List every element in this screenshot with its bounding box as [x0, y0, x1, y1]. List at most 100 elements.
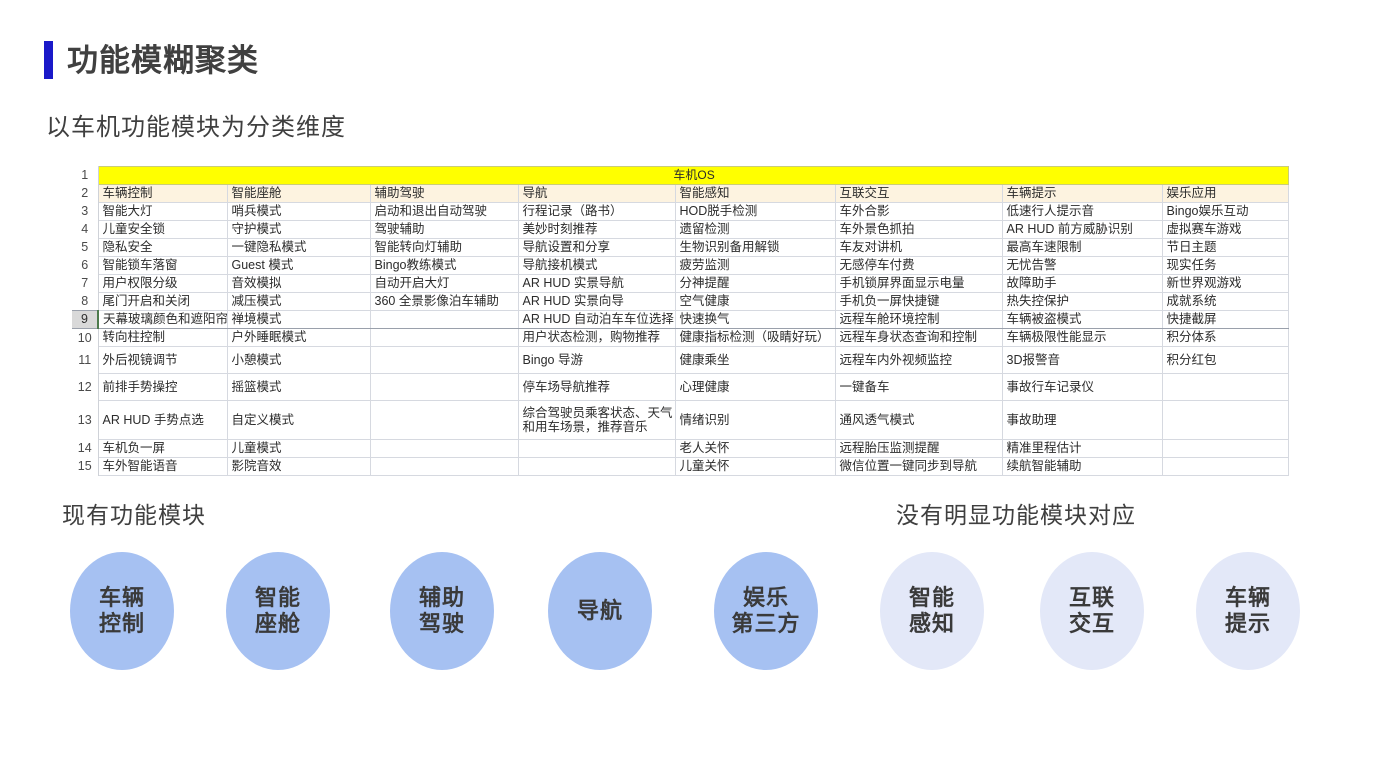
- table-cell[interactable]: [1161, 439, 1289, 458]
- table-cell[interactable]: 节日主题: [1161, 238, 1289, 257]
- table-cell[interactable]: 情绪识别: [674, 400, 836, 440]
- row-number[interactable]: 15: [72, 457, 99, 476]
- table-cell[interactable]: 手机负一屏快捷键: [834, 292, 1003, 311]
- table-row[interactable]: 3 智能大灯 哨兵模式 启动和退出自动驾驶 行程记录（路书） HOD脱手检测 车外合影 低速行…: [72, 202, 1289, 221]
- table-cell[interactable]: [369, 439, 519, 458]
- row-number[interactable]: 3: [72, 202, 99, 221]
- row-number[interactable]: 5: [72, 238, 99, 257]
- header-row[interactable]: 2 车辆控制 智能座舱 辅助驾驶 导航 智能感知 互联交互 车辆提示 娱乐应用: [72, 184, 1289, 203]
- table-cell[interactable]: 儿童关怀: [674, 457, 836, 476]
- banner-cell[interactable]: 车机OS: [97, 166, 1289, 185]
- cluster-bubble[interactable]: 智能 感知: [880, 552, 984, 670]
- table-cell[interactable]: 用户权限分级: [97, 274, 228, 293]
- table-row[interactable]: 6 智能锁车落窗 Guest 模式 Bingo教练模式 导航接机模式 疲劳监测 无感停车付费…: [72, 256, 1289, 275]
- table-cell[interactable]: 通风透气模式: [834, 400, 1003, 440]
- table-cell[interactable]: 热失控保护: [1001, 292, 1163, 311]
- table-cell[interactable]: [369, 457, 519, 476]
- banner-row[interactable]: 1 车机OS: [72, 166, 1289, 185]
- table-row[interactable]: 10 转向柱控制 户外睡眠模式 用户状态检测，购物推荐 健康指标检测（吸睛好玩） 远程车身…: [72, 328, 1289, 347]
- table-cell[interactable]: [517, 439, 676, 458]
- table-cell[interactable]: 车辆被盗模式: [1001, 310, 1163, 329]
- table-cell[interactable]: [517, 457, 676, 476]
- table-cell[interactable]: 3D报警音: [1001, 346, 1163, 374]
- table-cell[interactable]: 外后视镜调节: [97, 346, 228, 374]
- row-number[interactable]: 7: [72, 274, 99, 293]
- table-cell[interactable]: 快速换气: [674, 310, 836, 329]
- cluster-bubble[interactable]: 互联 交互: [1040, 552, 1144, 670]
- table-cell[interactable]: AR HUD 自动泊车车位选择: [517, 310, 676, 329]
- table-cell[interactable]: 导航接机模式: [517, 256, 676, 275]
- table-cell[interactable]: HOD脱手检测: [674, 202, 836, 221]
- table-cell[interactable]: 最高车速限制: [1001, 238, 1163, 257]
- table-cell[interactable]: 减压模式: [226, 292, 371, 311]
- table-cell[interactable]: 积分体系: [1161, 328, 1289, 347]
- table-row[interactable]: 13 AR HUD 手势点选 自定义模式 综合驾驶员乘客状态、天气和用车场景，推荐音乐…: [72, 400, 1289, 440]
- table-cell[interactable]: 户外睡眠模式: [226, 328, 371, 347]
- table-cell[interactable]: 摇篮模式: [226, 373, 371, 401]
- table-cell[interactable]: 远程车身状态查询和控制: [834, 328, 1003, 347]
- row-number[interactable]: 1: [72, 166, 99, 185]
- table-cell[interactable]: 远程车内外视频监控: [834, 346, 1003, 374]
- table-cell[interactable]: 分神提醒: [674, 274, 836, 293]
- row-number[interactable]: 8: [72, 292, 99, 311]
- table-cell[interactable]: 综合驾驶员乘客状态、天气和用车场景，推荐音乐: [517, 400, 676, 440]
- row-number[interactable]: 12: [72, 373, 99, 401]
- spreadsheet[interactable]: 1 车机OS 2 车辆控制 智能座舱 辅助驾驶 导航 智能感知 互联交互 车辆提…: [72, 166, 1289, 476]
- table-cell[interactable]: 小憩模式: [226, 346, 371, 374]
- table-cell[interactable]: AR HUD 实景向导: [517, 292, 676, 311]
- table-cell[interactable]: 远程胎压监测提醒: [834, 439, 1003, 458]
- table-cell[interactable]: 停车场导航推荐: [517, 373, 676, 401]
- table-row[interactable]: 9 天幕玻璃颜色和遮阳帘 禅境模式 AR HUD 自动泊车车位选择 快速换气 远程车舱环境…: [72, 310, 1289, 329]
- table-cell[interactable]: 续航智能辅助: [1001, 457, 1163, 476]
- column-header-entertainment-apps[interactable]: 娱乐应用: [1161, 184, 1289, 203]
- table-cell[interactable]: 一键隐私模式: [226, 238, 371, 257]
- cluster-bubble[interactable]: 辅助 驾驶: [390, 552, 494, 670]
- table-row[interactable]: 14 车机负一屏 儿童模式 老人关怀 远程胎压监测提醒 精准里程估计: [72, 439, 1289, 458]
- cluster-bubble[interactable]: 车辆 提示: [1196, 552, 1300, 670]
- table-cell[interactable]: 远程车舱环境控制: [834, 310, 1003, 329]
- table-cell[interactable]: Bingo 导游: [517, 346, 676, 374]
- table-cell[interactable]: 空气健康: [674, 292, 836, 311]
- function-matrix-table[interactable]: 1 车机OS 2 车辆控制 智能座舱 辅助驾驶 导航 智能感知 互联交互 车辆提…: [72, 166, 1289, 476]
- table-cell[interactable]: 影院音效: [226, 457, 371, 476]
- table-cell[interactable]: Guest 模式: [226, 256, 371, 275]
- row-number[interactable]: 2: [72, 184, 99, 203]
- table-cell[interactable]: 美妙时刻推荐: [517, 220, 676, 239]
- table-cell[interactable]: 车外智能语音: [97, 457, 228, 476]
- table-cell[interactable]: [369, 310, 519, 329]
- row-number[interactable]: 6: [72, 256, 99, 275]
- table-cell[interactable]: 禅境模式: [226, 310, 371, 329]
- table-cell[interactable]: 隐私安全: [97, 238, 228, 257]
- table-cell[interactable]: 健康指标检测（吸睛好玩）: [674, 328, 836, 347]
- column-header-assisted-driving[interactable]: 辅助驾驶: [369, 184, 519, 203]
- table-cell[interactable]: 现实任务: [1161, 256, 1289, 275]
- table-row[interactable]: 4 儿童安全锁 守护模式 驾驶辅助 美妙时刻推荐 遗留检测 车外景色抓拍 AR HUD 前方威…: [72, 220, 1289, 239]
- cluster-bubble[interactable]: 导航: [548, 552, 652, 670]
- table-cell[interactable]: AR HUD 实景导航: [517, 274, 676, 293]
- table-row[interactable]: 7 用户权限分级 音效模拟 自动开启大灯 AR HUD 实景导航 分神提醒 手机锁屏界面显示…: [72, 274, 1289, 293]
- table-cell[interactable]: 车外合影: [834, 202, 1003, 221]
- table-cell[interactable]: 车辆极限性能显示: [1001, 328, 1163, 347]
- table-cell[interactable]: 智能大灯: [97, 202, 228, 221]
- table-cell[interactable]: 行程记录（路书）: [517, 202, 676, 221]
- table-cell[interactable]: 智能锁车落窗: [97, 256, 228, 275]
- table-cell[interactable]: 车友对讲机: [834, 238, 1003, 257]
- table-cell[interactable]: [369, 400, 519, 440]
- column-header-smart-sensing[interactable]: 智能感知: [674, 184, 836, 203]
- table-cell[interactable]: Bingo娱乐互动: [1161, 202, 1289, 221]
- row-number[interactable]: 14: [72, 439, 99, 458]
- table-cell[interactable]: 无忧告警: [1001, 256, 1163, 275]
- table-row[interactable]: 5 隐私安全 一键隐私模式 智能转向灯辅助 导航设置和分享 生物识别备用解锁 车友对讲机 最高…: [72, 238, 1289, 257]
- table-row[interactable]: 15 车外智能语音 影院音效 儿童关怀 微信位置一键同步到导航 续航智能辅助: [72, 457, 1289, 476]
- table-cell[interactable]: 积分红包: [1161, 346, 1289, 374]
- table-cell[interactable]: 哨兵模式: [226, 202, 371, 221]
- column-header-vehicle-control[interactable]: 车辆控制: [97, 184, 228, 203]
- table-cell[interactable]: 智能转向灯辅助: [369, 238, 519, 257]
- column-header-connected-interaction[interactable]: 互联交互: [834, 184, 1003, 203]
- table-cell[interactable]: AR HUD 前方威胁识别: [1001, 220, 1163, 239]
- table-cell[interactable]: 心理健康: [674, 373, 836, 401]
- table-cell[interactable]: 儿童模式: [226, 439, 371, 458]
- table-cell[interactable]: 一键备车: [834, 373, 1003, 401]
- cluster-bubble[interactable]: 车辆 控制: [70, 552, 174, 670]
- table-cell[interactable]: 成就系统: [1161, 292, 1289, 311]
